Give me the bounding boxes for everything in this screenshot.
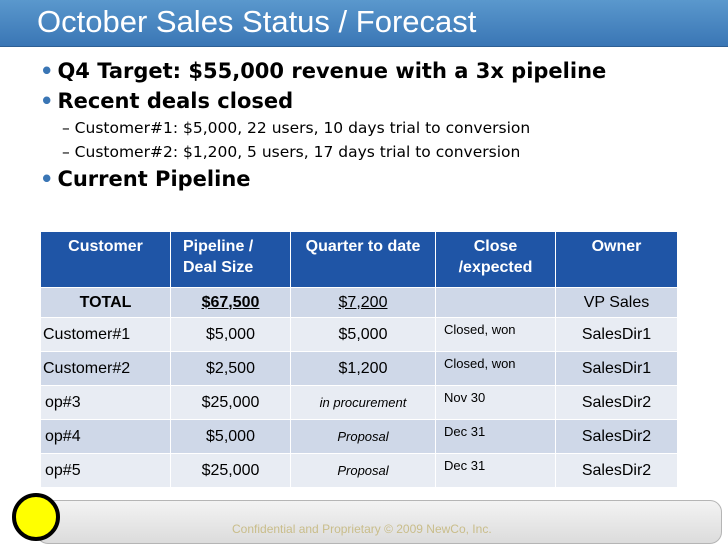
- sub-bullet-customer1: – Customer#1: $5,000, 22 users, 10 days …: [62, 119, 531, 137]
- cell-pipeline: $25,000: [170, 385, 291, 420]
- cell-owner: SalesDir1: [555, 351, 678, 386]
- slide-title: October Sales Status / Forecast: [37, 4, 477, 39]
- bullet-list: • Q4 Target: $55,000 revenue with a 3x pi…: [40, 56, 720, 194]
- table-header-row: Customer Pipeline / Deal Size Quarter to …: [40, 231, 678, 288]
- cell-qtd: $1,200: [290, 351, 436, 386]
- bullet-pipeline-text: Current Pipeline: [57, 167, 251, 191]
- logo-circle-icon: [12, 493, 60, 541]
- cell-close: [435, 287, 556, 318]
- sub-bullet-customer2: – Customer#2: $1,200, 5 users, 17 days t…: [62, 143, 521, 161]
- header-qtd: Quarter to date: [290, 231, 436, 288]
- footer-bar: Confidential and Proprietary © 2009 NewC…: [36, 500, 722, 544]
- cell-owner: SalesDir2: [555, 385, 678, 420]
- table-row: op#3 $25,000 in procurement Nov 30 Sales…: [40, 385, 678, 420]
- bullet-target-text: Q4 Target: $55,000 revenue with a 3x pip…: [57, 59, 607, 83]
- bullet-dot-icon: •: [40, 167, 54, 191]
- cell-qtd: in procurement: [290, 385, 436, 420]
- cell-qtd: $7,200: [290, 287, 436, 318]
- cell-close: Dec 31: [435, 453, 556, 488]
- table-row: Customer#2 $2,500 $1,200 Closed, won Sal…: [40, 351, 678, 386]
- cell-close: Closed, won: [435, 351, 556, 386]
- cell-pipeline: $67,500: [170, 287, 291, 318]
- cell-pipeline: $25,000: [170, 453, 291, 488]
- footer-copyright: Confidential and Proprietary © 2009 NewC…: [232, 522, 492, 536]
- cell-customer: Customer#2: [40, 351, 171, 386]
- table-row: TOTAL $67,500 $7,200 VP Sales: [40, 287, 678, 318]
- pipeline-table: Customer Pipeline / Deal Size Quarter to …: [40, 231, 678, 488]
- table-row: Customer#1 $5,000 $5,000 Closed, won Sal…: [40, 317, 678, 352]
- cell-customer: op#5: [40, 453, 171, 488]
- bullet-dot-icon: •: [40, 59, 54, 83]
- table-row: op#4 $5,000 Proposal Dec 31 SalesDir2: [40, 419, 678, 454]
- header-pipeline: Pipeline / Deal Size: [170, 231, 291, 288]
- cell-qtd: $5,000: [290, 317, 436, 352]
- header-pipeline-line1: Pipeline /: [183, 238, 254, 255]
- header-pipeline-line2: Deal Size: [183, 259, 254, 276]
- cell-owner: SalesDir2: [555, 453, 678, 488]
- cell-pipeline: $2,500: [170, 351, 291, 386]
- cell-qtd: Proposal: [290, 419, 436, 454]
- cell-customer: op#4: [40, 419, 171, 454]
- title-bar: October Sales Status / Forecast: [0, 0, 728, 47]
- cell-close: Closed, won: [435, 317, 556, 352]
- cell-pipeline: $5,000: [170, 317, 291, 352]
- cell-close: Dec 31: [435, 419, 556, 454]
- cell-customer: op#3: [40, 385, 171, 420]
- cell-pipeline: $5,000: [170, 419, 291, 454]
- cell-customer: TOTAL: [40, 287, 171, 318]
- bullet-recent-text: Recent deals closed: [57, 89, 294, 113]
- header-owner: Owner: [555, 231, 678, 288]
- bullet-pipeline: • Current Pipeline: [40, 164, 720, 194]
- bullet-target: • Q4 Target: $55,000 revenue with a 3x pi…: [40, 56, 720, 86]
- cell-owner: SalesDir1: [555, 317, 678, 352]
- cell-qtd: Proposal: [290, 453, 436, 488]
- header-customer: Customer: [40, 231, 171, 288]
- header-close-line2: /expected: [458, 259, 533, 276]
- cell-customer: Customer#1: [40, 317, 171, 352]
- cell-owner: SalesDir2: [555, 419, 678, 454]
- cell-owner: VP Sales: [555, 287, 678, 318]
- cell-close: Nov 30: [435, 385, 556, 420]
- bullet-recent: • Recent deals closed: [40, 86, 720, 116]
- header-close-line1: Close: [473, 238, 518, 255]
- table-row: op#5 $25,000 Proposal Dec 31 SalesDir2: [40, 453, 678, 488]
- bullet-dot-icon: •: [40, 89, 54, 113]
- header-close: Close/expected: [435, 231, 556, 288]
